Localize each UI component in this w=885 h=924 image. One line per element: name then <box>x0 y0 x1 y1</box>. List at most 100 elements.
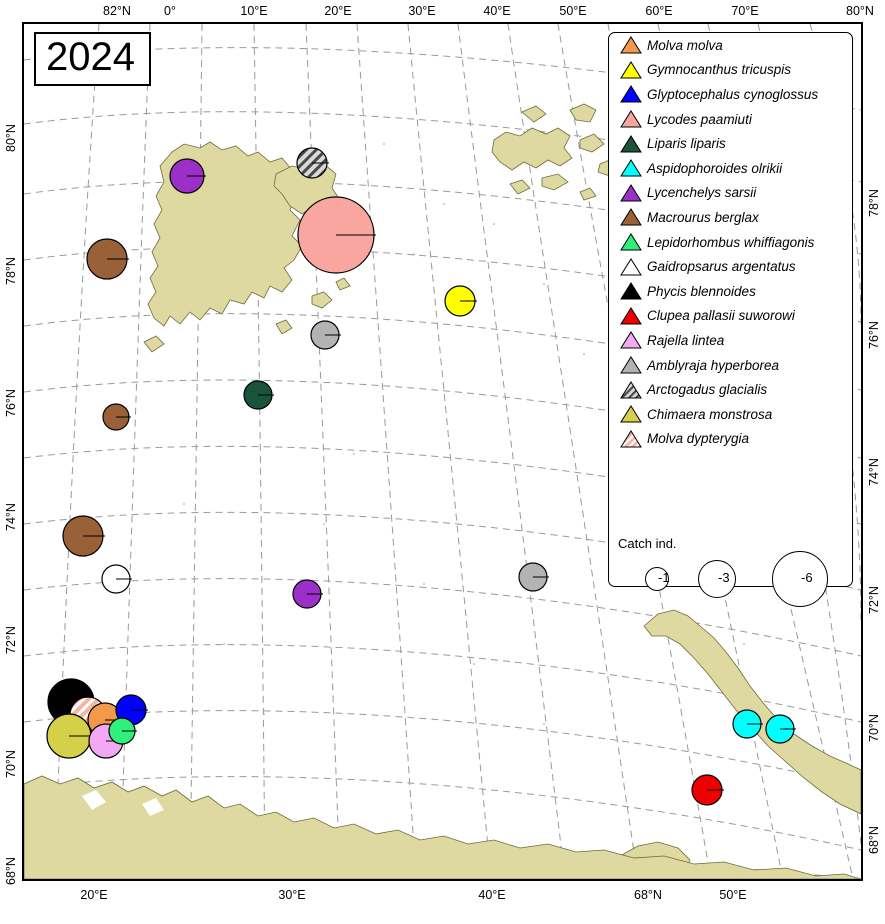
axis-tick-label: 30°E <box>408 4 436 18</box>
catch-point[interactable] <box>292 579 323 609</box>
legend-panel: Molva molva Gymnocanthus tricuspis Glyptoc… <box>608 32 854 607</box>
legend-item[interactable]: Lepidorhombus whiffiagonis <box>609 230 852 255</box>
legend-size-circle <box>645 567 669 591</box>
catch-point[interactable] <box>101 564 132 594</box>
axis-tick-label: 68°N <box>867 826 881 854</box>
axis-tick-label: 68°N <box>634 888 662 902</box>
legend-item[interactable]: Aspidophoroides olrikii <box>609 156 852 181</box>
axis-tick-label: 78°N <box>867 189 881 217</box>
catch-point[interactable] <box>243 380 274 410</box>
catch-point[interactable] <box>108 717 137 745</box>
legend-item-label: Lycodes paamiuti <box>647 111 752 127</box>
legend-item[interactable]: Arctogadus glacialis <box>609 377 852 402</box>
legend-item[interactable]: Glyptocephalus cynoglossus <box>609 82 852 107</box>
axis-tick-label: 20°E <box>80 888 108 902</box>
legend-entries: Molva molva Gymnocanthus tricuspis Glyptoc… <box>609 33 852 451</box>
legend-symbol-icon <box>618 182 644 204</box>
legend-title: Catch ind. <box>618 536 677 551</box>
legend-item[interactable]: Chimaera monstrosa <box>609 402 852 427</box>
year-label: 2024 <box>46 35 135 79</box>
catch-point[interactable] <box>297 196 376 274</box>
legend-symbol-icon <box>618 403 644 425</box>
legend-item[interactable]: Lycodes paamiuti <box>609 107 852 132</box>
catch-point[interactable] <box>518 562 549 592</box>
legend-item-label: Glyptocephalus cynoglossus <box>647 86 819 102</box>
catch-point[interactable] <box>310 320 341 350</box>
legend-item-label: Gymnocanthus tricuspis <box>647 62 792 78</box>
catch-point[interactable] <box>444 285 477 317</box>
legend-item-label: Chimaera monstrosa <box>647 406 773 422</box>
axis-tick-label: 60°E <box>645 4 673 18</box>
legend-item[interactable]: Liparis liparis <box>609 131 852 156</box>
map-canvas[interactable]: 2024 Molva molva Gymnocanthus tricuspis Gl… <box>24 24 861 879</box>
legend-item-label: Liparis liparis <box>647 136 726 152</box>
legend-item-label: Phycis blennoides <box>647 283 756 299</box>
catch-point[interactable] <box>169 158 206 194</box>
axis-left: 80°N 78°N 76°N 74°N 72°N 70°N 68°N <box>0 22 22 885</box>
legend-item[interactable]: Macrourus berglax <box>609 205 852 230</box>
legend-item[interactable]: Gymnocanthus tricuspis <box>609 58 852 83</box>
legend-item[interactable]: Molva dypterygia <box>609 427 852 452</box>
legend-symbol-icon <box>618 206 644 228</box>
axis-tick-label: 40°E <box>483 4 511 18</box>
legend-symbol-icon <box>618 133 644 155</box>
legend-symbol-icon <box>618 34 644 56</box>
legend-size-scale: -1 -3 -6 <box>609 548 854 607</box>
axis-tick-label: 40°E <box>478 888 506 902</box>
legend-size-circle <box>698 560 736 598</box>
legend-item[interactable]: Clupea pallasii suworowi <box>609 304 852 329</box>
legend-size-circle <box>772 551 828 607</box>
legend-item-label: Clupea pallasii suworowi <box>647 308 795 324</box>
legend-symbol-icon <box>618 354 644 376</box>
legend-item[interactable]: Rajella lintea <box>609 328 852 353</box>
axis-top: 82°N 0° 10°E 20°E 30°E 40°E 50°E 60°E 70°E 80°N <box>22 2 874 20</box>
axis-tick-label: 72°N <box>4 626 18 654</box>
legend-item[interactable]: Molva molva <box>609 33 852 58</box>
catch-points-layer[interactable] <box>24 24 861 879</box>
legend-item-label: Molva molva <box>647 37 723 53</box>
axis-tick-label: 78°N <box>4 257 18 285</box>
legend-symbol-icon <box>618 59 644 81</box>
axis-tick-label: 20°E <box>324 4 352 18</box>
catch-point[interactable] <box>765 714 796 744</box>
legend-item[interactable]: Gaidropsarus argentatus <box>609 254 852 279</box>
legend-size-label: -1 <box>658 570 670 585</box>
catch-point[interactable] <box>732 709 763 739</box>
axis-tick-label: 70°N <box>4 750 18 778</box>
legend-symbol-icon <box>618 280 644 302</box>
axis-tick-label: 80°N <box>846 4 874 18</box>
catch-point[interactable] <box>691 774 724 806</box>
legend-symbol-icon <box>618 231 644 253</box>
axis-tick-label: 74°N <box>867 458 881 486</box>
axis-tick-label: 30°E <box>278 888 306 902</box>
catch-point[interactable] <box>62 515 105 557</box>
axis-tick-label: 68°N <box>4 857 18 885</box>
axis-tick-label: 72°N <box>867 586 881 614</box>
axis-tick-label: 10°E <box>240 4 268 18</box>
legend-symbol-icon <box>618 305 644 327</box>
axis-tick-label: 80°N <box>4 124 18 152</box>
legend-item[interactable]: Amblyraja hyperborea <box>609 353 852 378</box>
map-frame[interactable]: 2024 Molva molva Gymnocanthus tricuspis Gl… <box>22 22 863 881</box>
axis-tick-label: 50°E <box>719 888 747 902</box>
catch-point[interactable] <box>102 403 131 431</box>
axis-bottom: 20°E 30°E 40°E 68°N 50°E <box>22 886 863 904</box>
legend-item[interactable]: Lycenchelys sarsii <box>609 181 852 206</box>
axis-tick-label: 74°N <box>4 503 18 531</box>
legend-symbol-icon <box>618 83 644 105</box>
legend-item-label: Gaidropsarus argentatus <box>647 259 796 275</box>
legend-symbol-icon <box>618 428 644 450</box>
year-badge: 2024 <box>34 32 151 86</box>
legend-symbol-icon <box>618 108 644 130</box>
legend-item-label: Rajella lintea <box>647 332 725 348</box>
catch-point[interactable] <box>86 238 129 280</box>
legend-symbol-icon <box>618 379 644 401</box>
axis-tick-label: 70°E <box>731 4 759 18</box>
axis-right: 78°N 76°N 74°N 72°N 70°N 68°N <box>863 22 885 881</box>
catch-point[interactable] <box>296 147 329 179</box>
legend-symbol-icon <box>618 157 644 179</box>
legend-item[interactable]: Phycis blennoides <box>609 279 852 304</box>
axis-tick-label: 82°N <box>103 4 131 18</box>
axis-tick-label: 0° <box>164 4 176 18</box>
legend-item-label: Lycenchelys sarsii <box>647 185 757 201</box>
